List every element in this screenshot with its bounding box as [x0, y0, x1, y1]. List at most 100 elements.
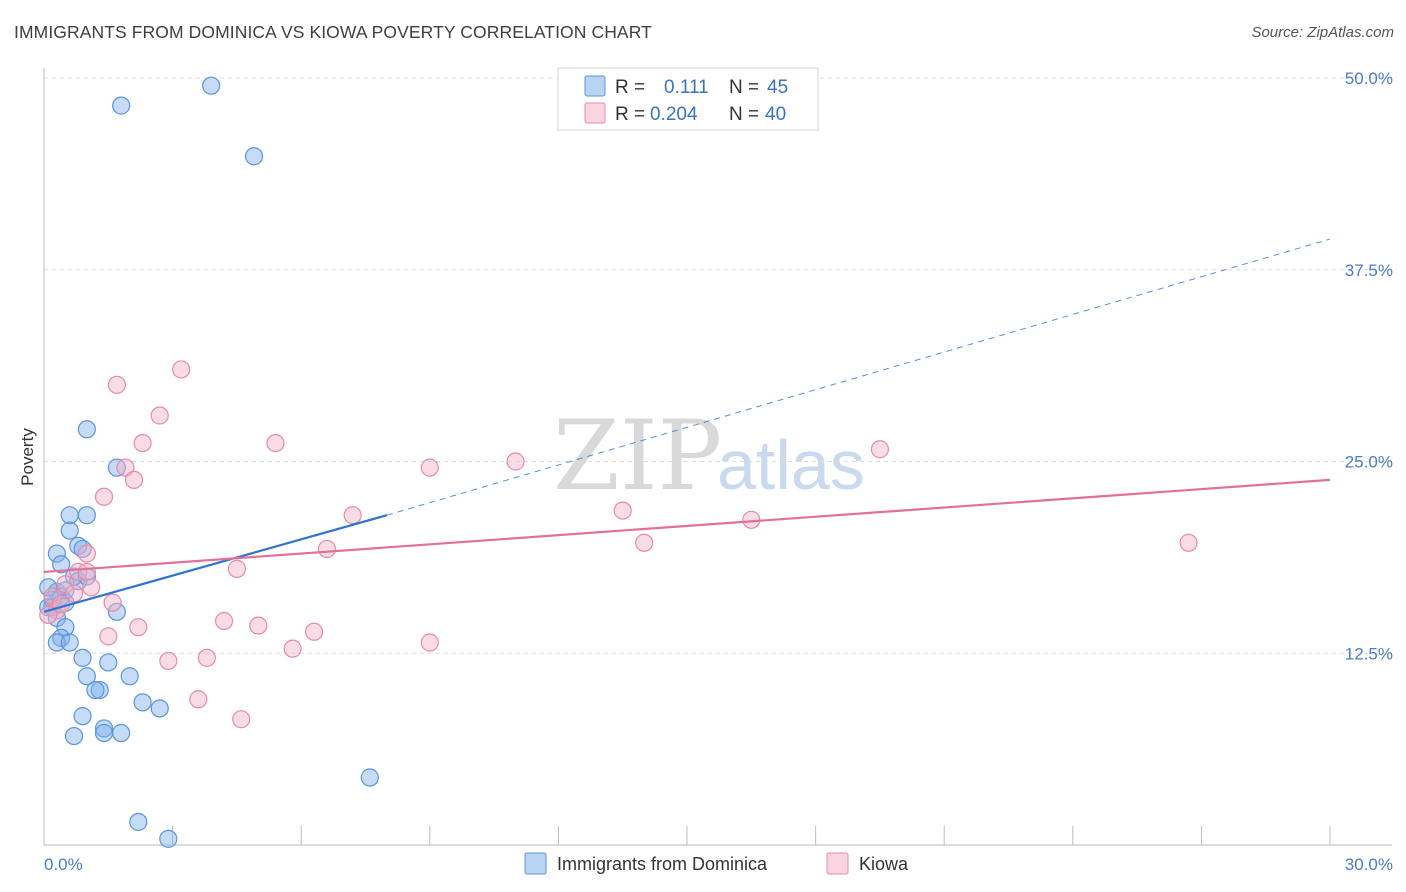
data-point-dominica-41 [360, 768, 379, 787]
legend-n-value-dominica: 45 [767, 77, 788, 98]
legend-box: R = 0.111 N = 45 R = 0.204 N = 40 [557, 67, 819, 131]
data-point-kiowa-34 [506, 452, 525, 471]
gridlines [44, 77, 1392, 654]
data-point-kiowa-19 [159, 651, 178, 671]
data-point-dominica-22 [73, 648, 92, 667]
data-point-dominica-28 [73, 707, 92, 726]
data-point-kiowa-25 [232, 710, 251, 729]
trend-line-dominica-extension [386, 238, 1331, 516]
data-point-dominica-42 [129, 812, 148, 832]
data-point-kiowa-6 [77, 562, 96, 582]
legend-swatch-dominica [584, 75, 606, 97]
watermark: ZIP atlas [553, 400, 865, 512]
data-point-kiowa-26 [249, 616, 268, 635]
legend-r-value-kiowa: 0.204 [650, 104, 698, 125]
data-point-dominica-12 [52, 555, 71, 574]
y-tick-label-3: 50.0% [1345, 69, 1393, 88]
data-point-kiowa-38 [870, 440, 890, 459]
data-point-dominica-6 [47, 544, 66, 563]
data-point-dominica-10 [60, 506, 79, 525]
data-point-dominica-30 [150, 699, 169, 718]
y-tick-label-2: 37.5% [1345, 261, 1393, 280]
data-point-dominica-7 [60, 521, 79, 540]
data-point-kiowa-21 [189, 690, 208, 709]
data-point-dominica-32 [94, 719, 114, 738]
data-point-dominica-25 [90, 680, 109, 700]
data-point-kiowa-14 [116, 458, 135, 477]
data-point-kiowa-12 [99, 627, 118, 646]
series-dominica [39, 76, 379, 848]
legend-r-label-dominica: R = [615, 77, 645, 98]
data-point-kiowa-30 [317, 539, 337, 559]
data-point-dominica-11 [77, 506, 96, 525]
axes [43, 68, 1392, 846]
y-axis-label: Poverty [18, 428, 37, 486]
legend-r-value-dominica: 0.111 [664, 77, 709, 98]
series-kiowa [39, 360, 1198, 729]
data-point-kiowa-24 [227, 559, 246, 578]
y-tick-label-0: 12.5% [1345, 644, 1393, 663]
y-tick-labels: 12.5% 25.0% 37.5% 50.0% [1345, 69, 1393, 663]
legend-n-label-kiowa: N = [729, 104, 759, 125]
data-point-dominica-34 [112, 723, 131, 743]
data-point-dominica-36 [77, 420, 96, 439]
x-tick-labels: 0.0% 30.0% [44, 855, 1393, 874]
watermark-atlas: atlas [717, 426, 865, 504]
data-point-kiowa-3 [39, 605, 58, 625]
data-point-kiowa-10 [94, 487, 114, 506]
data-point-dominica-21 [60, 633, 79, 652]
data-point-kiowa-16 [133, 433, 152, 453]
data-point-dominica-40 [244, 147, 264, 166]
data-point-kiowa-17 [129, 618, 148, 637]
data-point-dominica-43 [159, 829, 178, 848]
data-point-kiowa-31 [343, 506, 362, 525]
data-point-kiowa-36 [635, 533, 654, 552]
legend-swatch-kiowa [584, 102, 606, 124]
legend-n-value-kiowa: 40 [765, 104, 786, 125]
data-point-kiowa-8 [77, 544, 96, 563]
data-point-kiowa-20 [172, 360, 191, 379]
data-point-kiowa-15 [124, 470, 144, 490]
trend-line-dominica [43, 514, 388, 613]
legend-n-label-dominica: N = [729, 77, 759, 98]
data-point-kiowa-18 [150, 406, 169, 425]
data-point-kiowa-35 [613, 501, 632, 520]
data-point-kiowa-27 [266, 433, 285, 453]
data-point-dominica-39 [202, 76, 221, 95]
bottom-legend-label-kiowa: Kiowa [859, 854, 909, 874]
data-point-kiowa-9 [64, 584, 84, 603]
data-point-dominica-4 [39, 578, 58, 597]
data-point-kiowa-13 [107, 375, 126, 394]
data-point-dominica-33 [94, 723, 114, 743]
data-point-dominica-20 [47, 633, 66, 652]
data-point-dominica-38 [112, 96, 131, 115]
legend-r-label-kiowa: R = [615, 104, 645, 125]
data-point-kiowa-39 [1179, 533, 1198, 552]
data-point-kiowa-33 [420, 458, 439, 477]
data-point-dominica-24 [99, 653, 118, 672]
data-point-dominica-27 [120, 667, 139, 686]
chart-title: IMMIGRANTS FROM DOMINICA VS KIOWA POVERT… [14, 22, 652, 42]
bottom-legend-swatch-dominica [524, 852, 547, 875]
data-point-dominica-23 [77, 667, 96, 686]
trend-line-kiowa [43, 478, 1331, 574]
bottom-legend-label-dominica: Immigrants from Dominica [557, 854, 768, 874]
trend-lines [43, 238, 1331, 613]
data-point-kiowa-32 [420, 633, 439, 652]
bottom-legend-swatch-kiowa [826, 852, 849, 875]
data-point-dominica-35 [107, 602, 126, 621]
data-point-kiowa-11 [103, 593, 122, 612]
data-point-kiowa-23 [214, 611, 234, 631]
source-credit: Source: ZipAtlas.com [1251, 24, 1394, 41]
y-tick-label-1: 25.0% [1345, 453, 1393, 472]
data-point-kiowa-29 [304, 622, 324, 641]
data-point-dominica-26 [86, 680, 105, 700]
data-point-kiowa-7 [82, 578, 101, 597]
data-point-kiowa-28 [283, 639, 302, 658]
data-point-kiowa-22 [197, 648, 216, 667]
watermark-zip: ZIP [553, 400, 722, 512]
data-point-dominica-31 [64, 726, 84, 746]
bottom-legend: Immigrants from Dominica Kiowa [524, 852, 909, 875]
data-point-kiowa-37 [742, 510, 761, 529]
